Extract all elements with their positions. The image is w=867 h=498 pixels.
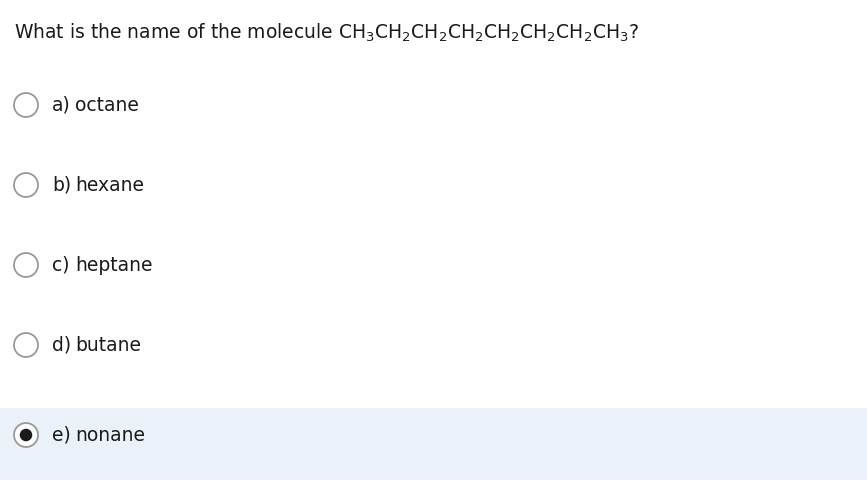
Text: hexane: hexane (75, 175, 144, 195)
Ellipse shape (14, 423, 38, 447)
Text: octane: octane (75, 96, 139, 115)
Text: d): d) (52, 336, 71, 355)
Text: a): a) (52, 96, 71, 115)
Text: b): b) (52, 175, 71, 195)
Text: nonane: nonane (75, 425, 145, 445)
Text: What is the name of the molecule CH$_3$CH$_2$CH$_2$CH$_2$CH$_2$CH$_2$CH$_2$CH$_3: What is the name of the molecule CH$_3$C… (14, 22, 639, 44)
FancyBboxPatch shape (0, 408, 867, 480)
Ellipse shape (14, 333, 38, 357)
Text: heptane: heptane (75, 255, 153, 274)
Ellipse shape (14, 93, 38, 117)
Text: c): c) (52, 255, 69, 274)
Ellipse shape (14, 253, 38, 277)
Text: butane: butane (75, 336, 141, 355)
Ellipse shape (14, 173, 38, 197)
Text: e): e) (52, 425, 71, 445)
Ellipse shape (20, 429, 32, 441)
